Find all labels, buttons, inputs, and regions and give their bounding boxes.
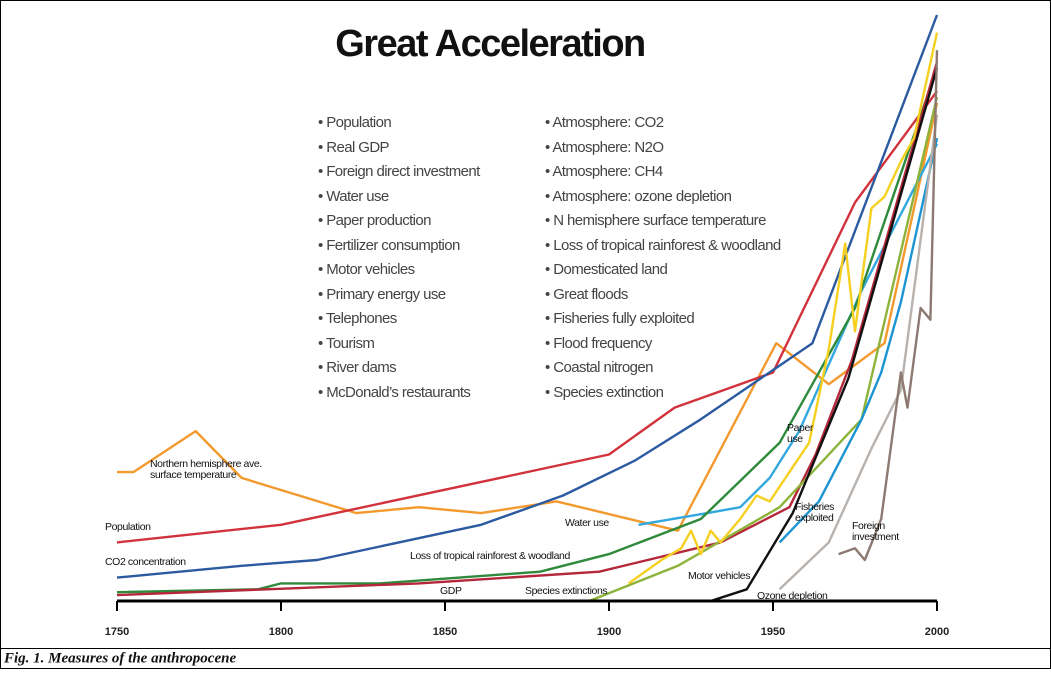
series-label: Ozone depletion bbox=[757, 591, 828, 602]
indicator-box: Telephones bbox=[318, 307, 558, 332]
indicator: Species extinction bbox=[545, 381, 785, 406]
indicator-box: Primary energy use bbox=[318, 283, 558, 308]
x-tick-label: 2000 bbox=[925, 626, 949, 638]
indicator-box: McDonald’s restaurants bbox=[318, 381, 558, 406]
x-tick-label: 1900 bbox=[597, 626, 621, 638]
series-label-box: Loss of tropical rainforest & woodland bbox=[410, 551, 570, 562]
indicator: Primary energy use bbox=[318, 283, 558, 308]
series-line bbox=[116, 90, 938, 544]
series-label-box: Foreign investment bbox=[852, 521, 899, 543]
indicator-box: Loss of tropical rainforest & woodland bbox=[545, 234, 785, 259]
indicator: Atmosphere: ozone depletion bbox=[545, 185, 785, 210]
indicator: Water use bbox=[318, 185, 558, 210]
indicator: Motor vehicles bbox=[318, 258, 558, 283]
series-label-box: Paper use bbox=[787, 423, 814, 445]
series-label: Fisheries exploited bbox=[795, 502, 834, 524]
series-label: CO2 concentration bbox=[105, 557, 186, 568]
series-label: GDP bbox=[440, 586, 462, 597]
indicator: Fisheries fully exploited bbox=[545, 307, 785, 332]
indicator: Telephones bbox=[318, 307, 558, 332]
indicator: Paper production bbox=[318, 209, 558, 234]
series-label-box: Ozone depletion bbox=[757, 591, 828, 602]
x-tick-label: 1950 bbox=[761, 626, 785, 638]
indicator: Flood frequency bbox=[545, 332, 785, 357]
series-label: Northern hemisphere ave. surface tempera… bbox=[150, 459, 262, 481]
series-line bbox=[116, 67, 939, 594]
indicator: Atmosphere: CH4 bbox=[545, 160, 785, 185]
indicator: Great floods bbox=[545, 283, 785, 308]
x-tick-label: 1750 bbox=[105, 626, 129, 638]
indicator-box: Paper production bbox=[318, 209, 558, 234]
series-label: Loss of tropical rainforest & woodland bbox=[410, 551, 570, 562]
series-label-box: GDP bbox=[440, 586, 462, 597]
series-label: Species extinctions bbox=[525, 586, 608, 597]
x-tick-label: 1850 bbox=[433, 626, 457, 638]
indicator: River dams bbox=[318, 356, 558, 381]
series-line bbox=[628, 32, 939, 585]
indicator-box: Real GDP bbox=[318, 136, 558, 161]
series-line bbox=[838, 50, 939, 562]
series-line bbox=[116, 14, 939, 579]
indicator-box: Motor vehicles bbox=[318, 258, 558, 283]
indicator-box: Coastal nitrogen bbox=[545, 356, 785, 381]
indicator-box: Fertilizer consumption bbox=[318, 234, 558, 259]
indicator-box: Atmosphere: CH4 bbox=[545, 160, 785, 185]
series-label: Paper use bbox=[787, 423, 814, 445]
indicator-box: Population bbox=[318, 111, 558, 136]
indicator: N hemisphere surface temperature bbox=[545, 209, 785, 234]
x-tick-label: 1800 bbox=[269, 626, 293, 638]
indicator: Atmosphere: N2O bbox=[545, 136, 785, 161]
series-line bbox=[116, 61, 939, 597]
indicator-box: Water use bbox=[318, 185, 558, 210]
indicator-box: N hemisphere surface temperature bbox=[545, 209, 785, 234]
series-line bbox=[117, 102, 939, 532]
indicator: Atmosphere: CO2 bbox=[545, 111, 785, 136]
indicator: Foreign direct investment bbox=[318, 160, 558, 185]
series-label: Population bbox=[105, 522, 151, 533]
caption: Fig. 1. Measures of the anthropocene bbox=[3, 650, 236, 666]
series-label: Water use bbox=[565, 518, 609, 529]
indicator-box: Fisheries fully exploited bbox=[545, 307, 785, 332]
indicator: Fertilizer consumption bbox=[318, 234, 558, 259]
indicator: McDonald’s restaurants bbox=[318, 381, 558, 406]
series-label-box: Northern hemisphere ave. surface tempera… bbox=[150, 459, 262, 481]
indicator-box: Atmosphere: ozone depletion bbox=[545, 185, 785, 210]
indicator: Real GDP bbox=[318, 136, 558, 161]
series-line bbox=[588, 96, 939, 603]
indicator-box: Species extinction bbox=[545, 381, 785, 406]
series-line bbox=[778, 137, 939, 544]
series-line bbox=[778, 114, 939, 591]
indicator-box: Tourism bbox=[318, 332, 558, 357]
indicator-box: Great floods bbox=[545, 283, 785, 308]
series-label: Foreign investment bbox=[852, 521, 899, 543]
indicator-box: Flood frequency bbox=[545, 332, 785, 357]
series-label-box: Species extinctions bbox=[525, 586, 608, 597]
series-label-box: CO2 concentration bbox=[105, 557, 186, 568]
indicator-box: Domesticated land bbox=[545, 258, 785, 283]
indicator-box: Atmosphere: N2O bbox=[545, 136, 785, 161]
series-label-box: Water use bbox=[565, 518, 609, 529]
chart-title: Great Acceleration bbox=[335, 23, 645, 65]
indicator: Domesticated land bbox=[545, 258, 785, 283]
series-label-box: Fisheries exploited bbox=[795, 502, 834, 524]
series-label-box: Population bbox=[105, 522, 151, 533]
indicator-box: Foreign direct investment bbox=[318, 160, 558, 185]
indicator-box: River dams bbox=[318, 356, 558, 381]
indicator-box: Atmosphere: CO2 bbox=[545, 111, 785, 136]
indicator: Population bbox=[318, 111, 558, 136]
indicator: Coastal nitrogen bbox=[545, 356, 785, 381]
indicator: Loss of tropical rainforest & woodland bbox=[545, 234, 785, 259]
indicator: Tourism bbox=[318, 332, 558, 357]
series-label: Motor vehicles bbox=[688, 571, 751, 582]
series-label-box: Motor vehicles bbox=[688, 571, 751, 582]
